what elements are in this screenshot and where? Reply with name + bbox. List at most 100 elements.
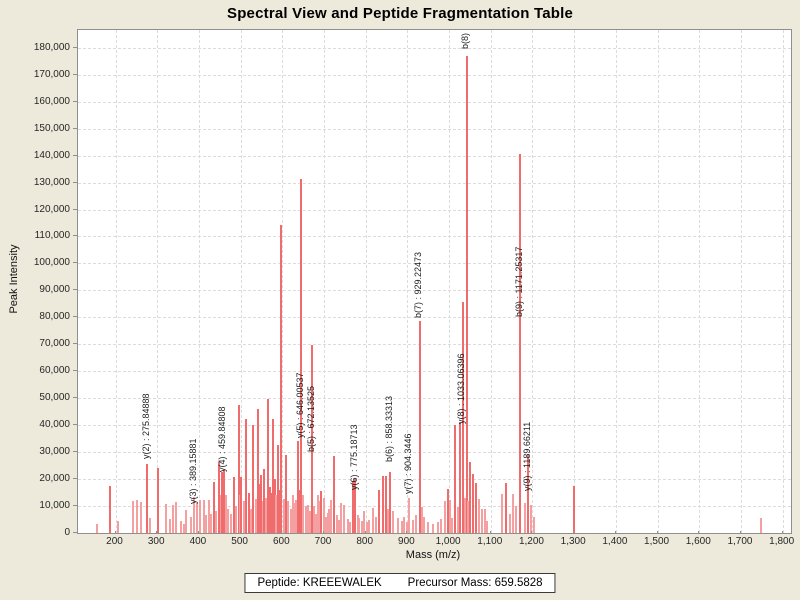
peak	[325, 516, 328, 533]
gridline-horizontal	[78, 398, 791, 400]
peak	[202, 500, 205, 533]
peak	[304, 506, 307, 533]
gridline-horizontal	[78, 452, 791, 454]
y-tick-mark	[73, 262, 77, 264]
peak	[572, 486, 575, 533]
y-tick-mark	[73, 478, 77, 480]
gridline-vertical	[240, 30, 242, 533]
x-tick-mark	[448, 531, 450, 534]
y-tick-mark	[73, 127, 77, 129]
x-tick-mark	[281, 531, 283, 534]
peak	[505, 483, 508, 533]
y-tick-label: 160,000	[33, 95, 70, 107]
x-tick-mark	[739, 531, 741, 534]
peak	[354, 479, 357, 533]
y-tick-label: 10,000	[39, 500, 70, 512]
peak	[351, 480, 354, 533]
peak	[239, 495, 242, 533]
peak	[149, 518, 152, 533]
y-tick-label: 70,000	[39, 338, 70, 350]
y-tick-label: 150,000	[33, 122, 70, 134]
peak	[420, 507, 423, 533]
peak	[232, 476, 235, 533]
peak-annotation: y(7) : 904.3446	[402, 433, 413, 495]
peak	[165, 504, 168, 533]
peak-annotation: y(2) : 275.84888	[140, 393, 151, 460]
y-axis-title: Peak Intensity	[8, 244, 20, 314]
peak	[219, 495, 222, 533]
y-tick-mark	[73, 235, 77, 237]
x-tick-mark	[156, 531, 158, 534]
peak	[423, 516, 426, 533]
gridline-horizontal	[78, 371, 791, 373]
peak	[273, 479, 276, 533]
y-tick-mark	[73, 46, 77, 48]
x-tick-label: 1,700	[727, 536, 753, 547]
y-tick-mark	[73, 424, 77, 426]
peak	[323, 498, 325, 533]
peak	[245, 418, 248, 533]
peak	[427, 521, 430, 533]
gridline-horizontal	[78, 74, 791, 76]
gridline-vertical	[282, 30, 284, 533]
x-tick-label: 1,100	[477, 536, 503, 547]
peak	[405, 522, 408, 533]
peak	[378, 489, 381, 533]
peak	[326, 513, 329, 533]
peak-annotation: b(7) : 929.22473	[413, 251, 424, 318]
peak	[249, 508, 252, 533]
peak	[471, 473, 474, 533]
peak	[514, 506, 517, 533]
y-tick-label: 180,000	[33, 41, 70, 53]
peak	[358, 518, 361, 533]
peak	[480, 508, 483, 533]
x-tick-label: 1,800	[769, 536, 795, 547]
x-tick-mark	[614, 531, 616, 534]
peak	[340, 503, 343, 533]
peak	[385, 476, 388, 533]
peak	[285, 455, 288, 533]
peak	[193, 497, 196, 533]
peak	[258, 484, 261, 533]
y-tick-mark	[73, 73, 77, 75]
peak	[240, 477, 243, 533]
peak	[375, 516, 378, 533]
gridline-horizontal	[78, 506, 791, 508]
x-tick-label: 1,600	[685, 536, 711, 547]
peak	[501, 494, 504, 533]
y-tick-label: 130,000	[33, 176, 70, 188]
peak	[392, 511, 395, 533]
peak	[289, 508, 292, 533]
peak	[268, 487, 271, 533]
peak	[215, 510, 217, 533]
x-tick-mark	[489, 531, 491, 534]
peak	[297, 441, 300, 533]
peak	[463, 497, 466, 533]
peak	[451, 518, 454, 533]
peak-annotation: y(4) : 459.84808	[217, 405, 228, 472]
gridline-horizontal	[78, 263, 791, 265]
plot-area[interactable]: y(2) : 275.84888 y(3) : 389.15881 y(4) : 4…	[77, 29, 792, 534]
peak	[368, 519, 371, 533]
peak	[483, 508, 486, 533]
peak	[306, 504, 309, 533]
peak	[212, 482, 215, 533]
peak	[254, 499, 257, 533]
peak	[262, 500, 265, 533]
gridline-horizontal	[78, 155, 791, 157]
peak	[318, 500, 321, 533]
peak	[453, 424, 456, 533]
peak	[446, 489, 449, 533]
y-tick-label: 40,000	[39, 419, 70, 431]
peak	[508, 514, 511, 533]
y-tick-mark	[73, 100, 77, 102]
peak	[260, 475, 263, 533]
peak	[146, 464, 149, 533]
peak	[225, 495, 228, 533]
x-tick-label: 1,400	[602, 536, 628, 547]
peak	[468, 462, 471, 533]
peak	[252, 425, 255, 533]
peak	[302, 495, 305, 533]
peak	[400, 520, 403, 533]
peak	[217, 462, 220, 533]
